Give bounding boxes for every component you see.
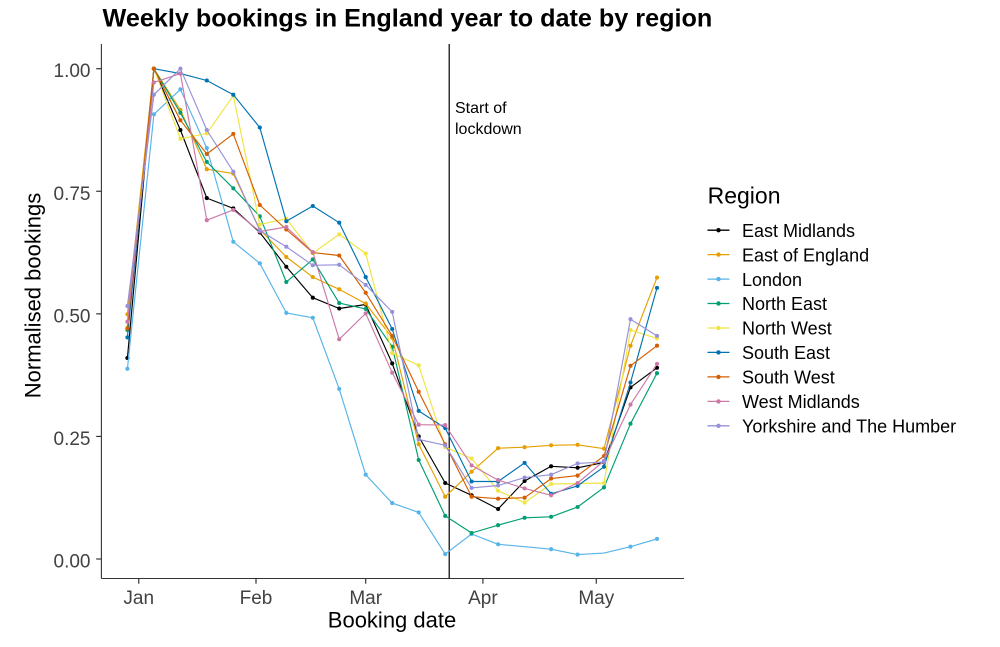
svg-text:Region: Region bbox=[708, 182, 781, 208]
svg-text:East Midlands: East Midlands bbox=[742, 221, 855, 241]
svg-text:South East: South East bbox=[742, 343, 830, 363]
svg-text:May: May bbox=[578, 588, 614, 609]
svg-text:Start of: Start of bbox=[455, 100, 507, 117]
svg-text:0.75: 0.75 bbox=[54, 184, 91, 205]
svg-text:Weekly bookings in England yea: Weekly bookings in England year to date … bbox=[103, 4, 713, 32]
svg-text:Yorkshire and The Humber: Yorkshire and The Humber bbox=[742, 417, 956, 437]
svg-text:1.00: 1.00 bbox=[54, 61, 91, 82]
svg-text:Apr: Apr bbox=[468, 588, 498, 609]
svg-text:East of England: East of England bbox=[742, 245, 869, 265]
svg-text:North West: North West bbox=[742, 319, 832, 339]
svg-text:North East: North East bbox=[742, 294, 827, 314]
svg-text:West Midlands: West Midlands bbox=[742, 392, 860, 412]
svg-text:Jan: Jan bbox=[123, 588, 154, 609]
svg-text:0.25: 0.25 bbox=[54, 429, 91, 450]
svg-text:Feb: Feb bbox=[240, 588, 273, 609]
svg-text:0.00: 0.00 bbox=[54, 552, 91, 573]
svg-text:London: London bbox=[742, 270, 802, 290]
svg-text:lockdown: lockdown bbox=[455, 121, 522, 138]
svg-text:South West: South West bbox=[742, 368, 835, 388]
svg-text:Mar: Mar bbox=[349, 588, 382, 609]
svg-text:Booking date: Booking date bbox=[328, 608, 456, 633]
svg-text:Normalised bookings: Normalised bookings bbox=[21, 193, 46, 398]
svg-text:0.50: 0.50 bbox=[54, 306, 91, 327]
